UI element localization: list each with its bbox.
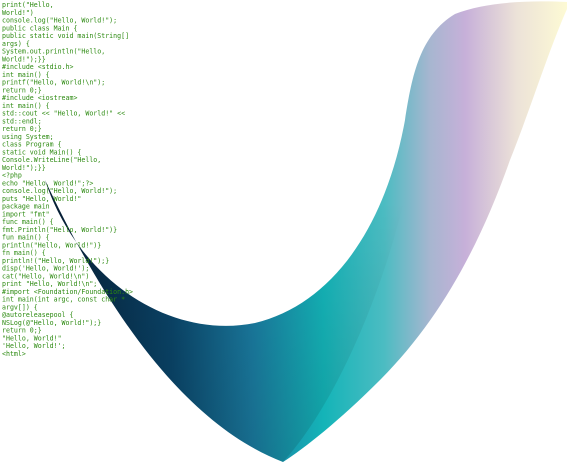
code-line: std::cout << "Hello, World!" << [2, 110, 125, 118]
code-line: int main() { [2, 71, 50, 79]
code-line: #include <stdio.h> [2, 63, 73, 71]
code-line: console.log("Hello, World!"); [2, 187, 117, 195]
code-line: static void Main() { [2, 148, 81, 156]
code-line: return 0;} [2, 125, 42, 133]
code-text-block: print("Hello,World!")console.log("Hello,… [2, 1, 133, 358]
code-line: println("Hello, World!")} [2, 241, 101, 249]
code-line: @autoreleasepool { [2, 311, 73, 319]
code-line: World!");}} [2, 164, 46, 172]
code-line: args) { [2, 40, 30, 48]
code-line: return 0;} [2, 327, 42, 335]
code-line: import "fmt" [2, 210, 50, 218]
code-line: 'Hello, World!'; [2, 342, 66, 350]
ribbon-shading [45, 120, 420, 462]
code-line: class Program { [2, 141, 62, 149]
code-line: fun main() { [2, 234, 50, 242]
code-line: int main() { [2, 102, 50, 110]
code-line: <html> [2, 350, 26, 358]
code-line: echo "Hello, World!";?> [2, 179, 93, 187]
code-line: cat("Hello, World!\n") [2, 272, 89, 280]
code-line: std::endl; [2, 117, 42, 125]
code-line: public class Main { [2, 24, 77, 32]
code-line: argv[]) { [2, 303, 38, 311]
code-line: using System; [2, 133, 54, 141]
code-line: int main(int argc, const char * [2, 296, 125, 304]
code-line: public static void main(String[] [2, 32, 129, 40]
code-line: console.log("Hello, World!"); [2, 17, 117, 25]
code-line: return 0;} [2, 86, 42, 94]
code-line: "Hello, World!" [2, 334, 62, 342]
code-line: printf("Hello, World!\n"); [2, 79, 105, 87]
code-line: package main [2, 203, 50, 211]
code-line: disp('Hello, World!'); [2, 265, 89, 273]
code-line: #import <Foundation/Foundation.h> [2, 288, 133, 296]
code-line: NSLog(@"Hello, World!");} [2, 319, 101, 327]
code-line: fn main() { [2, 249, 46, 257]
code-line: fmt.Println("Hello, World!")} [2, 226, 117, 234]
code-line: <?php [2, 172, 22, 180]
code-line: #include <iostream> [2, 94, 77, 102]
code-line: print("Hello, [2, 1, 54, 9]
code-line: Console.WriteLine("Hello, [2, 156, 101, 164]
code-line: func main() { [2, 218, 54, 226]
code-line: System.out.println("Hello, [2, 48, 105, 56]
code-line: println!("Hello, World!");} [2, 257, 109, 265]
code-line: World!");}} [2, 55, 46, 63]
code-line: puts "Hello, World!" [2, 195, 81, 203]
code-line: World!") [2, 9, 34, 17]
code-line: print "Hello, World!\n"; [2, 280, 97, 288]
